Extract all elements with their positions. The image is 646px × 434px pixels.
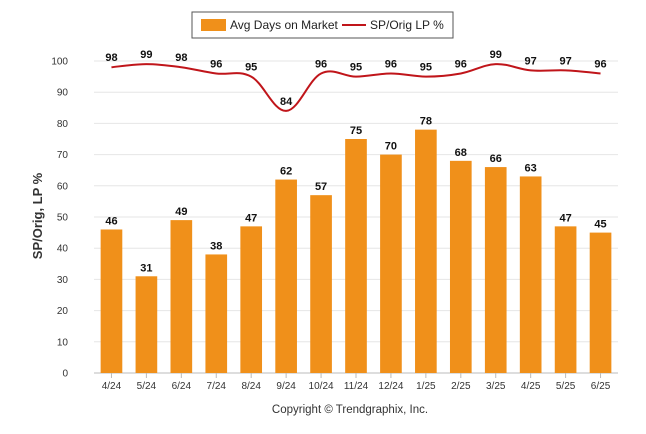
bar (310, 195, 332, 373)
x-tick-label: 7/24 (207, 381, 227, 392)
bar-data-label: 70 (385, 141, 397, 153)
line-data-label: 96 (594, 58, 606, 70)
legend-bar-swatch (201, 19, 226, 31)
line-data-label: 96 (315, 58, 327, 70)
line-data-label: 96 (210, 58, 222, 70)
line-data-label: 95 (420, 62, 432, 74)
bar (449, 160, 472, 373)
x-tick-label: 2/25 (451, 381, 471, 392)
x-tick-label: 3/25 (486, 381, 506, 392)
x-tick-label: 6/24 (172, 381, 192, 392)
bar (205, 254, 228, 373)
bar-data-label: 57 (315, 181, 327, 193)
bar-data-label: 66 (490, 153, 502, 165)
line-data-label: 96 (385, 58, 397, 70)
bar (240, 226, 263, 373)
bar-data-label: 63 (525, 162, 537, 174)
x-tick-label: 9/24 (276, 381, 296, 392)
line-data-label: 98 (105, 52, 117, 64)
y-tick-label: 20 (57, 306, 69, 317)
x-tick-label: 10/24 (309, 381, 334, 392)
x-tick-label: 4/24 (102, 381, 122, 392)
legend: Avg Days on Market SP/Orig LP % (191, 11, 454, 39)
line-data-label: 98 (175, 52, 187, 64)
bar (380, 154, 402, 373)
y-tick-label: 60 (57, 181, 69, 192)
y-tick-label: 10 (57, 337, 69, 348)
bar-data-label: 31 (140, 262, 152, 274)
bar-series: 46 31 49 38 47 62 57 75 70 78 68 66 63 47 45 (100, 116, 612, 373)
bar (170, 220, 193, 373)
y-tick-label: 90 (57, 88, 69, 99)
y-axis: 0 10 20 30 40 50 60 70 80 90 100 (51, 57, 68, 380)
y-tick-label: 40 (57, 244, 69, 255)
y-axis-title: SP/Orig, LP % (30, 172, 45, 259)
y-tick-label: 0 (62, 369, 68, 380)
bar-data-label: 75 (350, 125, 362, 137)
x-tick-label: 1/25 (416, 381, 436, 392)
line-data-label: 95 (350, 62, 362, 74)
bar-data-label: 38 (210, 240, 222, 252)
bar-data-label: 68 (455, 147, 467, 159)
line-path (111, 63, 601, 112)
line-data-label: 84 (280, 96, 293, 108)
bar (415, 129, 437, 373)
line-data-label: 96 (455, 58, 467, 70)
y-tick-label: 50 (57, 213, 69, 224)
bar-data-label: 45 (594, 219, 606, 231)
bar-data-label: 49 (175, 206, 187, 218)
bar-data-label: 78 (420, 116, 432, 128)
bar (345, 139, 367, 373)
bar (484, 167, 507, 373)
bar-data-label: 47 (245, 212, 257, 224)
bar-data-label: 47 (559, 212, 571, 224)
legend-line-label: SP/Orig LP % (370, 18, 444, 32)
bar (275, 179, 297, 373)
y-tick-label: 100 (51, 57, 68, 68)
bar (554, 226, 577, 373)
x-tick-label: 5/25 (556, 381, 576, 392)
x-tick-label: 6/25 (591, 381, 611, 392)
bar (589, 232, 612, 373)
legend-bar-label: Avg Days on Market (230, 18, 338, 32)
x-tick-label: 8/24 (241, 381, 261, 392)
y-tick-label: 30 (57, 275, 69, 286)
line-data-label: 99 (140, 49, 152, 61)
copyright-text: Copyright © Trendgraphix, Inc. (272, 404, 428, 416)
bar-data-label: 62 (280, 166, 292, 178)
bar (100, 229, 123, 373)
line-data-label: 97 (559, 55, 571, 67)
y-tick-label: 70 (57, 150, 69, 161)
x-tick-label: 5/24 (137, 381, 157, 392)
line-series: 98 99 98 96 95 84 96 95 96 95 96 99 97 97 96 (105, 49, 607, 112)
x-tick-label: 4/25 (521, 381, 541, 392)
line-data-label: 99 (490, 49, 502, 61)
x-tick-label: 12/24 (378, 381, 403, 392)
bar-data-label: 46 (105, 215, 117, 227)
bar (519, 176, 542, 373)
line-data-label: 95 (245, 62, 257, 74)
legend-box (191, 11, 454, 39)
x-tick-label: 11/24 (344, 381, 369, 392)
y-tick-label: 80 (57, 119, 69, 130)
x-axis: 4/24 5/24 6/24 7/24 8/24 9/24 10/24 11/24 12/24 1… (102, 373, 611, 392)
line-data-label: 97 (525, 55, 537, 67)
bar (135, 276, 158, 373)
